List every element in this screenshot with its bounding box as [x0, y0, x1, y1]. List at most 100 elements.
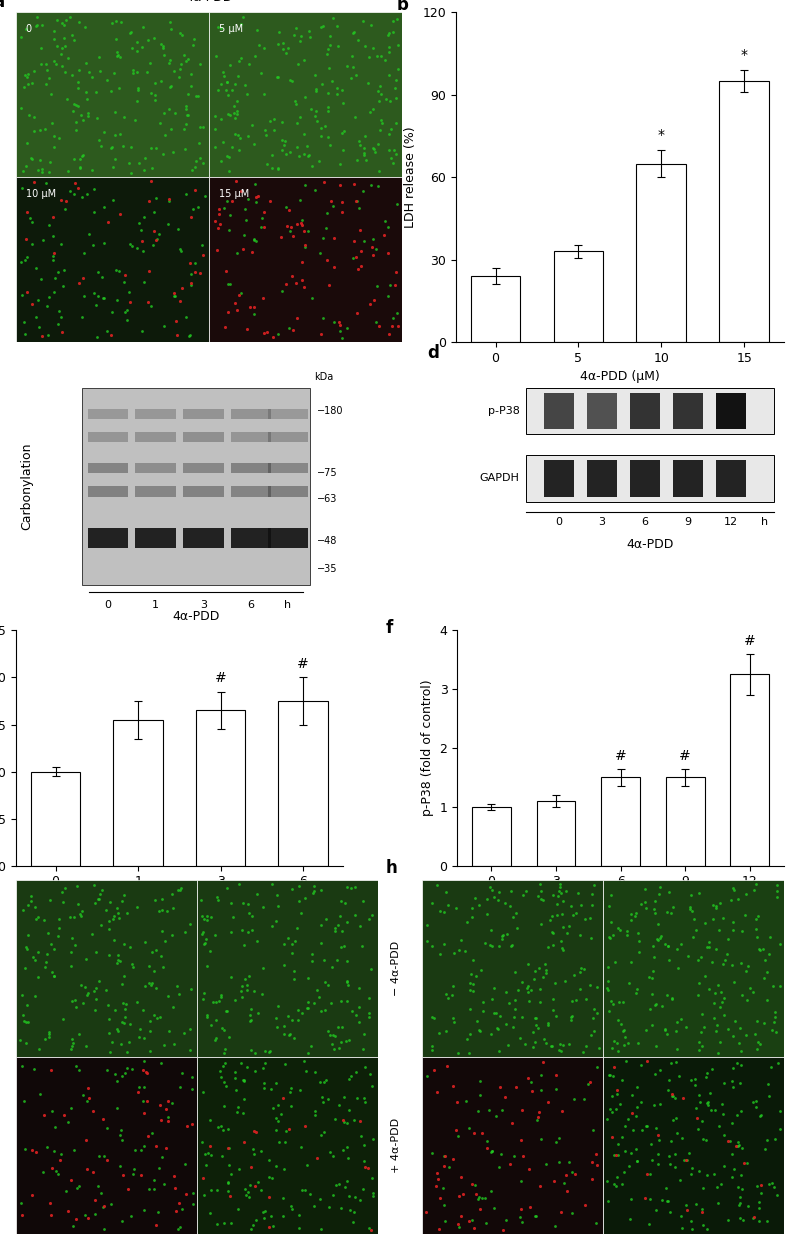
- Point: [294, 107, 306, 127]
- Point: [473, 1187, 486, 1207]
- Point: [270, 1108, 282, 1128]
- Point: [664, 1202, 677, 1222]
- Point: [215, 74, 228, 93]
- Point: [14, 252, 27, 272]
- Point: [26, 72, 38, 92]
- Point: [205, 1015, 218, 1035]
- Point: [110, 11, 122, 31]
- Point: [705, 1100, 718, 1120]
- Point: [189, 181, 202, 201]
- Bar: [719, 81, 769, 341]
- Point: [116, 136, 129, 156]
- Point: [126, 237, 138, 257]
- Point: [555, 903, 568, 923]
- Point: [72, 895, 85, 915]
- Point: [244, 1175, 257, 1195]
- Point: [357, 891, 370, 911]
- Point: [70, 1057, 82, 1077]
- Point: [421, 1065, 434, 1085]
- Point: [469, 1175, 482, 1195]
- Point: [438, 902, 450, 922]
- Point: [122, 1032, 135, 1052]
- Point: [79, 1037, 92, 1057]
- Point: [91, 1176, 104, 1196]
- Point: [346, 1212, 359, 1232]
- Point: [48, 21, 61, 41]
- Point: [506, 907, 519, 927]
- Point: [248, 982, 261, 1002]
- Point: [774, 1119, 786, 1139]
- Point: [766, 1019, 778, 1039]
- Point: [611, 1134, 624, 1154]
- Point: [54, 191, 67, 211]
- Point: [174, 239, 186, 259]
- Point: [734, 1194, 747, 1214]
- Point: [150, 188, 162, 208]
- Point: [316, 74, 329, 93]
- Point: [116, 1012, 129, 1032]
- Point: [175, 1063, 188, 1083]
- Point: [50, 36, 63, 56]
- Point: [331, 85, 344, 105]
- Point: [20, 1012, 33, 1032]
- Point: [760, 962, 773, 982]
- Point: [251, 20, 264, 40]
- Point: [677, 1088, 690, 1108]
- Point: [586, 883, 598, 903]
- Point: [150, 1215, 163, 1235]
- Point: [494, 1007, 506, 1027]
- Point: [66, 1033, 79, 1053]
- Point: [731, 890, 744, 910]
- Point: [95, 136, 108, 156]
- Point: [238, 199, 251, 219]
- Point: [187, 1182, 200, 1202]
- Point: [357, 1088, 370, 1108]
- Point: [214, 214, 226, 234]
- Point: [345, 69, 358, 88]
- Point: [211, 17, 224, 37]
- Point: [179, 140, 192, 159]
- Point: [664, 903, 677, 923]
- Point: [385, 118, 398, 138]
- Point: [137, 240, 150, 260]
- Point: [299, 235, 312, 255]
- Point: [60, 191, 73, 211]
- Point: [186, 1195, 199, 1215]
- Point: [297, 277, 310, 297]
- Point: [585, 1169, 598, 1189]
- Point: [488, 1003, 501, 1023]
- Point: [358, 145, 370, 164]
- Point: [45, 1205, 58, 1225]
- Point: [529, 1008, 542, 1028]
- Point: [654, 1060, 666, 1080]
- Point: [30, 908, 42, 928]
- Point: [660, 1177, 673, 1197]
- Point: [50, 10, 63, 30]
- Point: [139, 148, 152, 168]
- Point: [257, 897, 270, 917]
- Point: [231, 1199, 244, 1219]
- Point: [165, 20, 178, 40]
- Point: [314, 243, 327, 263]
- Point: [70, 112, 82, 132]
- Point: [740, 961, 753, 981]
- Point: [765, 1058, 778, 1078]
- Point: [110, 953, 123, 973]
- Point: [32, 907, 45, 927]
- Point: [179, 922, 192, 942]
- Point: [262, 1150, 275, 1170]
- Point: [278, 131, 291, 151]
- Point: [270, 67, 283, 87]
- Point: [205, 1145, 218, 1165]
- Point: [278, 934, 290, 954]
- Point: [513, 1028, 526, 1048]
- Point: [723, 1131, 736, 1151]
- Point: [331, 1017, 344, 1037]
- Point: [224, 893, 237, 913]
- Point: [603, 1064, 616, 1084]
- Point: [749, 875, 762, 895]
- Point: [491, 890, 504, 910]
- Point: [138, 1052, 150, 1072]
- Point: [99, 981, 112, 1001]
- Point: [98, 122, 111, 142]
